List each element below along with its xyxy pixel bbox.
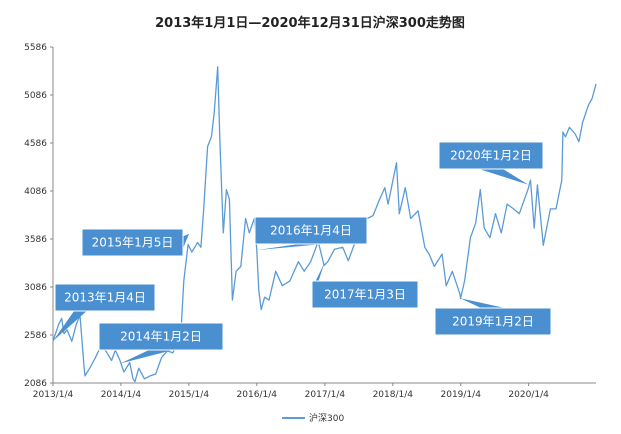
x-tick-label: 2020/1/4 — [508, 390, 549, 400]
callout-label: 2016年1月4日 — [270, 224, 352, 238]
y-axis: 2086 2586 3086 3586 4086 4586 5086 5586 — [24, 43, 54, 389]
x-tick-label: 2013/1/4 — [33, 390, 74, 400]
x-axis: 2013/1/4 2014/1/4 2015/1/4 2016/1/4 2017/1/4… — [33, 382, 596, 400]
legend: 沪深300 — [282, 412, 344, 424]
callout-label: 2015年1月5日 — [92, 236, 174, 250]
y-tick-label: 5086 — [24, 91, 47, 101]
callout-box — [54, 283, 156, 312]
x-tick-label: 2015/1/4 — [169, 390, 210, 400]
x-tick-label: 2019/1/4 — [441, 390, 482, 400]
callout-label: 2014年1月2日 — [120, 330, 202, 344]
y-tick-label: 2586 — [24, 331, 47, 341]
callout-pointer — [479, 169, 529, 185]
y-tick-label: 4086 — [24, 187, 47, 197]
callout-label: 2019年1月2日 — [452, 315, 534, 329]
callout-pointer — [120, 350, 173, 364]
callout: 2019年1月2日 — [434, 298, 552, 336]
callout-label: 2013年1月4日 — [64, 291, 146, 305]
callout-box — [311, 280, 419, 309]
x-tick-label: 2014/1/4 — [101, 390, 142, 400]
callout-box — [81, 228, 184, 257]
callout-label: 2020年1月2日 — [450, 149, 532, 163]
callout-pointer — [256, 244, 323, 251]
callout-box — [438, 141, 544, 170]
callout-label: 2017年1月3日 — [324, 288, 406, 302]
callout-box — [98, 322, 224, 351]
callout: 2020年1月2日 — [438, 141, 544, 185]
y-tick-label: 4586 — [24, 139, 47, 149]
callout-pointer — [53, 284, 117, 341]
callout-box — [254, 216, 368, 245]
series-line-hs300 — [52, 66, 597, 383]
y-tick-label: 3086 — [24, 283, 47, 293]
callouts: 2013年1月4日 2014年1月2日 2015年1月5日 2016年1月4日 2017… — [53, 141, 552, 364]
callout: 2014年1月2日 — [98, 322, 224, 364]
callout: 2013年1月4日 — [53, 283, 156, 341]
callout-box — [434, 307, 552, 336]
x-tick-label: 2018/1/4 — [373, 390, 414, 400]
callout: 2015年1月5日 — [81, 228, 190, 257]
callout-pointer — [183, 233, 190, 249]
x-tick-label: 2016/1/4 — [237, 390, 278, 400]
callout: 2016年1月4日 — [254, 216, 368, 251]
y-tick-label: 3586 — [24, 235, 47, 245]
callout-pointer — [460, 298, 505, 308]
chart-title: 2013年1月1日—2020年12月31日沪深300走势图 — [155, 15, 465, 31]
y-tick-label: 5586 — [24, 43, 47, 53]
x-tick-label: 2017/1/4 — [305, 390, 346, 400]
y-tick-label: 2086 — [24, 379, 47, 389]
legend-label: 沪深300 — [309, 412, 344, 424]
callout: 2017年1月3日 — [311, 262, 419, 309]
